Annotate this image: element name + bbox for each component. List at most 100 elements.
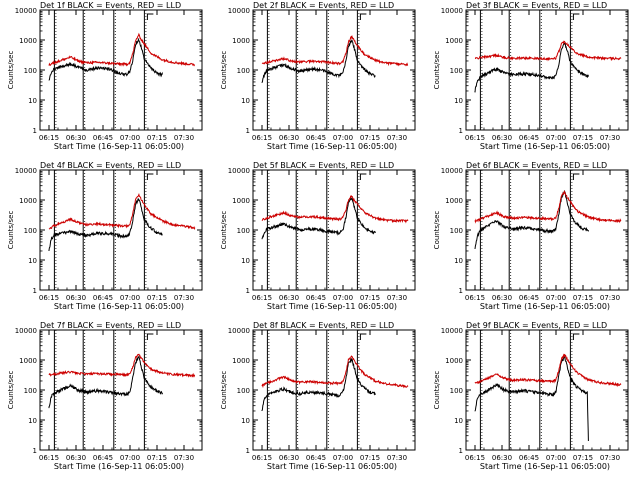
plot-frame [39, 9, 203, 131]
y-tick-label: 10000 [15, 7, 37, 15]
y-tick-label: 1 [246, 127, 250, 135]
y-axis-label: Counts/sec [7, 211, 15, 250]
x-axis-label: Start Time (16-Sep-11 06:05:00) [267, 302, 397, 311]
x-tick-label: 06:15 [252, 134, 272, 142]
y-tick-label: 100 [237, 387, 250, 395]
plot-frame [39, 329, 203, 451]
x-tick-label: 06:15 [465, 454, 485, 462]
x-tick-label: 07:00 [120, 294, 140, 302]
y-tick-label: 1 [246, 287, 250, 295]
x-axis-label: Start Time (16-Sep-11 06:05:00) [54, 302, 184, 311]
series-events-line [48, 198, 163, 251]
x-tick-label: 07:30 [600, 294, 620, 302]
y-tick-label: 10 [454, 97, 463, 105]
y-tick-label: 10 [454, 257, 463, 265]
y-tick-label: 10000 [441, 7, 463, 15]
x-axis-label: Start Time (16-Sep-11 06:05:00) [267, 462, 397, 471]
y-tick-label: 1 [33, 447, 37, 455]
panel-title: Det 1f BLACK = Events, RED = LLD [40, 1, 181, 10]
x-tick-label: 07:00 [546, 294, 566, 302]
y-tick-label: 10 [28, 257, 37, 265]
y-tick-label: 1 [459, 287, 463, 295]
y-tick-label: 100 [450, 387, 463, 395]
panel-title: Det 5f BLACK = Events, RED = LLD [253, 161, 394, 170]
y-tick-label: 10000 [15, 327, 37, 335]
corner-mark [572, 333, 580, 340]
corner-mark [572, 13, 580, 20]
y-tick-label: 1 [459, 127, 463, 135]
y-axis-label: Counts/sec [7, 371, 15, 410]
x-tick-label: 07:00 [333, 134, 353, 142]
y-tick-label: 1000 [445, 357, 463, 365]
plot-frame [465, 329, 629, 451]
y-tick-label: 10 [241, 257, 250, 265]
y-tick-label: 10 [28, 417, 37, 425]
y-tick-label: 1000 [445, 37, 463, 45]
y-tick-label: 100 [237, 227, 250, 235]
x-tick-label: 06:45 [306, 294, 326, 302]
x-tick-label: 07:15 [147, 134, 167, 142]
x-tick-label: 07:00 [546, 454, 566, 462]
y-axis-label: Counts/sec [433, 371, 441, 410]
x-tick-label: 07:15 [360, 294, 380, 302]
y-tick-label: 10000 [228, 7, 250, 15]
x-tick-label: 06:45 [519, 294, 539, 302]
corner-mark [146, 13, 154, 20]
y-tick-label: 1 [33, 287, 37, 295]
series-lld-line [474, 190, 622, 224]
y-tick-label: 100 [450, 227, 463, 235]
y-tick-label: 10000 [441, 167, 463, 175]
plot-panel: Det 6f BLACK = Events, RED = LLD 1 10 100 10… [433, 161, 629, 311]
y-tick-label: 1 [33, 127, 37, 135]
panel-title: Det 2f BLACK = Events, RED = LLD [253, 1, 394, 10]
x-tick-label: 06:15 [465, 294, 485, 302]
x-axis-label: Start Time (16-Sep-11 06:05:00) [54, 142, 184, 151]
x-axis-label: Start Time (16-Sep-11 06:05:00) [480, 302, 610, 311]
y-axis-label: Counts/sec [220, 211, 228, 250]
x-tick-label: 06:45 [519, 134, 539, 142]
x-tick-label: 07:15 [147, 454, 167, 462]
x-tick-label: 07:30 [387, 294, 407, 302]
x-tick-label: 07:15 [360, 454, 380, 462]
x-axis-label: Start Time (16-Sep-11 06:05:00) [267, 142, 397, 151]
x-tick-label: 06:15 [39, 134, 59, 142]
x-tick-label: 07:15 [573, 454, 593, 462]
series-lld-line [48, 192, 196, 231]
series-events-line [48, 355, 163, 409]
series-lld-line [48, 353, 196, 378]
x-axis-label: Start Time (16-Sep-11 06:05:00) [54, 462, 184, 471]
x-tick-label: 06:30 [279, 294, 299, 302]
x-tick-label: 07:00 [120, 134, 140, 142]
series-events-line [48, 37, 163, 81]
x-tick-label: 06:15 [39, 294, 59, 302]
x-tick-label: 07:00 [546, 134, 566, 142]
x-tick-label: 06:45 [93, 294, 113, 302]
plot-panel: Det 9f BLACK = Events, RED = LLD 1 10 100 10… [433, 321, 629, 471]
x-tick-label: 07:15 [573, 294, 593, 302]
x-tick-label: 07:00 [120, 454, 140, 462]
x-axis-label: Start Time (16-Sep-11 06:05:00) [480, 142, 610, 151]
x-tick-label: 06:15 [39, 454, 59, 462]
x-tick-label: 07:30 [174, 134, 194, 142]
plot-panel: Det 1f BLACK = Events, RED = LLD 1 10 100 10… [7, 1, 203, 151]
corner-mark [146, 173, 154, 180]
y-tick-label: 10000 [441, 327, 463, 335]
series-events-line [474, 42, 589, 93]
series-events-line [261, 197, 376, 240]
plot-frame [252, 9, 416, 131]
x-tick-label: 06:45 [306, 134, 326, 142]
x-tick-label: 06:45 [93, 454, 113, 462]
plot-panel: Det 5f BLACK = Events, RED = LLD 1 10 100 10… [220, 161, 416, 311]
y-tick-label: 100 [24, 227, 37, 235]
y-axis-label: Counts/sec [433, 211, 441, 250]
x-tick-label: 06:15 [252, 294, 272, 302]
x-tick-label: 07:30 [174, 294, 194, 302]
x-tick-label: 06:30 [492, 294, 512, 302]
plot-frame [252, 169, 416, 291]
x-tick-label: 07:30 [387, 454, 407, 462]
panel-title: Det 9f BLACK = Events, RED = LLD [466, 321, 607, 330]
y-tick-label: 1 [459, 447, 463, 455]
y-tick-label: 1000 [445, 197, 463, 205]
x-tick-label: 06:15 [252, 454, 272, 462]
